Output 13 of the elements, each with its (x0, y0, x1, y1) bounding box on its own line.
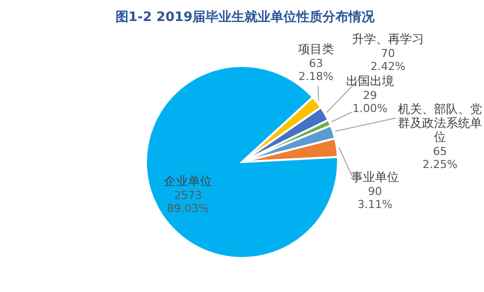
slice-label: 出国出境 (346, 74, 394, 88)
data-label: 65 2.25% (422, 145, 458, 171)
data-label: 70 2.42% (370, 47, 406, 73)
slice-label: 机关、部队、党群及政法系统单位 (398, 102, 482, 144)
slice-label: 升学、再学习 (352, 32, 424, 46)
data-label: 2573 89.03% (167, 189, 209, 215)
slice-label: 项目类 (298, 42, 334, 56)
chart-title: 图1-2 2019届毕业生就业单位性质分布情况 (115, 9, 376, 25)
slice-label: 事业单位 (351, 170, 399, 184)
data-label: 63 2.18% (298, 57, 334, 83)
data-label: 90 3.11% (358, 185, 392, 211)
slice-label: 企业单位 (164, 174, 212, 188)
data-label: 29 1.00% (352, 89, 388, 115)
